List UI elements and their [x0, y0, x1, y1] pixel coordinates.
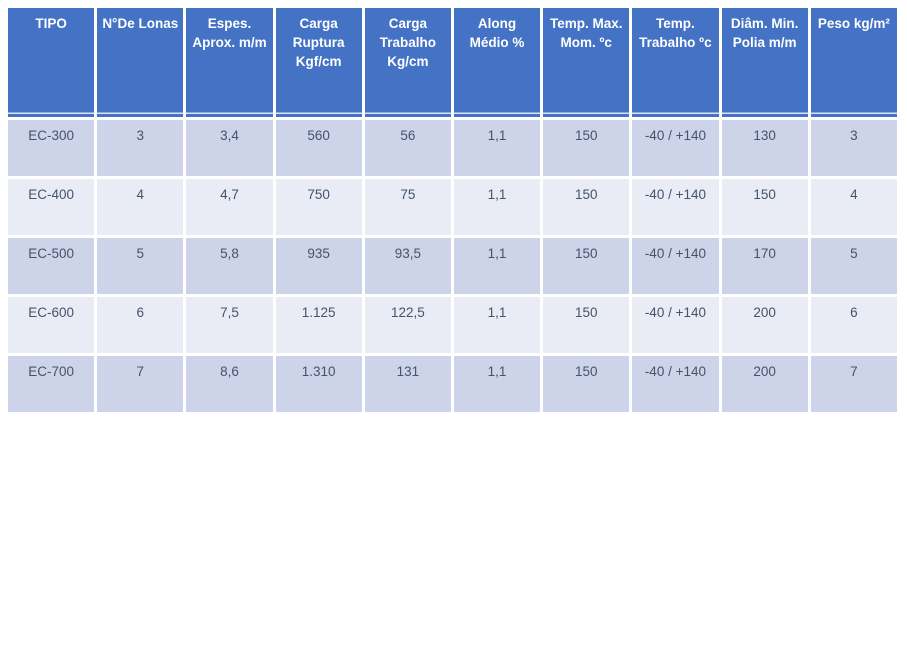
cell-espessura: 5,8	[186, 238, 273, 294]
cell-temp-trabalho: -40 / +140	[632, 356, 719, 412]
cell-tipo: EC-600	[8, 297, 95, 353]
cell-espessura: 3,4	[186, 120, 273, 176]
cell-espessura: 7,5	[186, 297, 273, 353]
table-header: TIPO N°De Lonas Espes. Aprox. m/m Carga …	[8, 8, 897, 117]
col-header-temp-trabalho: Temp. Trabalho ºc	[632, 8, 719, 117]
col-header-tipo: TIPO	[8, 8, 95, 117]
cell-carga-trabalho: 75	[364, 179, 451, 235]
cell-temp-trabalho: -40 / +140	[632, 238, 719, 294]
cell-peso: 5	[810, 238, 897, 294]
cell-peso: 6	[810, 297, 897, 353]
cell-temp-trabalho: -40 / +140	[632, 179, 719, 235]
cell-along-medio: 1,1	[453, 120, 541, 176]
cell-carga-ruptura: 935	[275, 238, 362, 294]
cell-along-medio: 1,1	[453, 356, 541, 412]
cell-carga-ruptura: 1.310	[275, 356, 362, 412]
col-header-num-lonas: N°De Lonas	[97, 8, 184, 117]
cell-temp-max-mom: 150	[543, 120, 630, 176]
cell-temp-max-mom: 150	[543, 297, 630, 353]
header-row: TIPO N°De Lonas Espes. Aprox. m/m Carga …	[8, 8, 897, 117]
col-header-along-medio: Along Médio %	[453, 8, 541, 117]
cell-tipo: EC-700	[8, 356, 95, 412]
col-header-peso: Peso kg/m²	[810, 8, 897, 117]
cell-along-medio: 1,1	[453, 179, 541, 235]
cell-carga-trabalho: 56	[364, 120, 451, 176]
cell-diam-min-polia: 150	[721, 179, 808, 235]
cell-diam-min-polia: 170	[721, 238, 808, 294]
cell-temp-max-mom: 150	[543, 179, 630, 235]
table-row-ec-400: EC-400 4 4,7 750 75 1,1 150 -40 / +140 1…	[8, 179, 897, 235]
cell-espessura: 4,7	[186, 179, 273, 235]
col-header-diam-min-polia: Diâm. Min. Polia m/m	[721, 8, 808, 117]
cell-carga-trabalho: 131	[364, 356, 451, 412]
cell-carga-ruptura: 560	[275, 120, 362, 176]
table-body: EC-300 3 3,4 560 56 1,1 150 -40 / +140 1…	[8, 120, 897, 412]
cell-tipo: EC-500	[8, 238, 95, 294]
cell-tipo: EC-400	[8, 179, 95, 235]
cell-espessura: 8,6	[186, 356, 273, 412]
table-row-ec-300: EC-300 3 3,4 560 56 1,1 150 -40 / +140 1…	[8, 120, 897, 176]
cell-temp-max-mom: 150	[543, 356, 630, 412]
table-row-ec-500: EC-500 5 5,8 935 93,5 1,1 150 -40 / +140…	[8, 238, 897, 294]
cell-num-lonas: 7	[97, 356, 184, 412]
cell-num-lonas: 4	[97, 179, 184, 235]
table-row-ec-700: EC-700 7 8,6 1.310 131 1,1 150 -40 / +14…	[8, 356, 897, 412]
cell-carga-ruptura: 750	[275, 179, 362, 235]
cell-diam-min-polia: 200	[721, 297, 808, 353]
cell-peso: 7	[810, 356, 897, 412]
cell-diam-min-polia: 130	[721, 120, 808, 176]
cell-carga-trabalho: 93,5	[364, 238, 451, 294]
cell-num-lonas: 6	[97, 297, 184, 353]
cell-along-medio: 1,1	[453, 238, 541, 294]
cell-temp-trabalho: -40 / +140	[632, 297, 719, 353]
col-header-espessura: Espes. Aprox. m/m	[186, 8, 273, 117]
cell-carga-trabalho: 122,5	[364, 297, 451, 353]
cell-carga-ruptura: 1.125	[275, 297, 362, 353]
col-header-temp-max-mom: Temp. Max. Mom. ºc	[543, 8, 630, 117]
cell-diam-min-polia: 200	[721, 356, 808, 412]
cell-num-lonas: 5	[97, 238, 184, 294]
cell-peso: 4	[810, 179, 897, 235]
cell-temp-trabalho: -40 / +140	[632, 120, 719, 176]
col-header-carga-trabalho: Carga Trabalho Kg/cm	[364, 8, 451, 117]
cell-temp-max-mom: 150	[543, 238, 630, 294]
belt-spec-table: TIPO N°De Lonas Espes. Aprox. m/m Carga …	[5, 5, 900, 415]
cell-num-lonas: 3	[97, 120, 184, 176]
cell-peso: 3	[810, 120, 897, 176]
col-header-carga-ruptura: Carga Ruptura Kgf/cm	[275, 8, 362, 117]
table-row-ec-600: EC-600 6 7,5 1.125 122,5 1,1 150 -40 / +…	[8, 297, 897, 353]
cell-tipo: EC-300	[8, 120, 95, 176]
cell-along-medio: 1,1	[453, 297, 541, 353]
